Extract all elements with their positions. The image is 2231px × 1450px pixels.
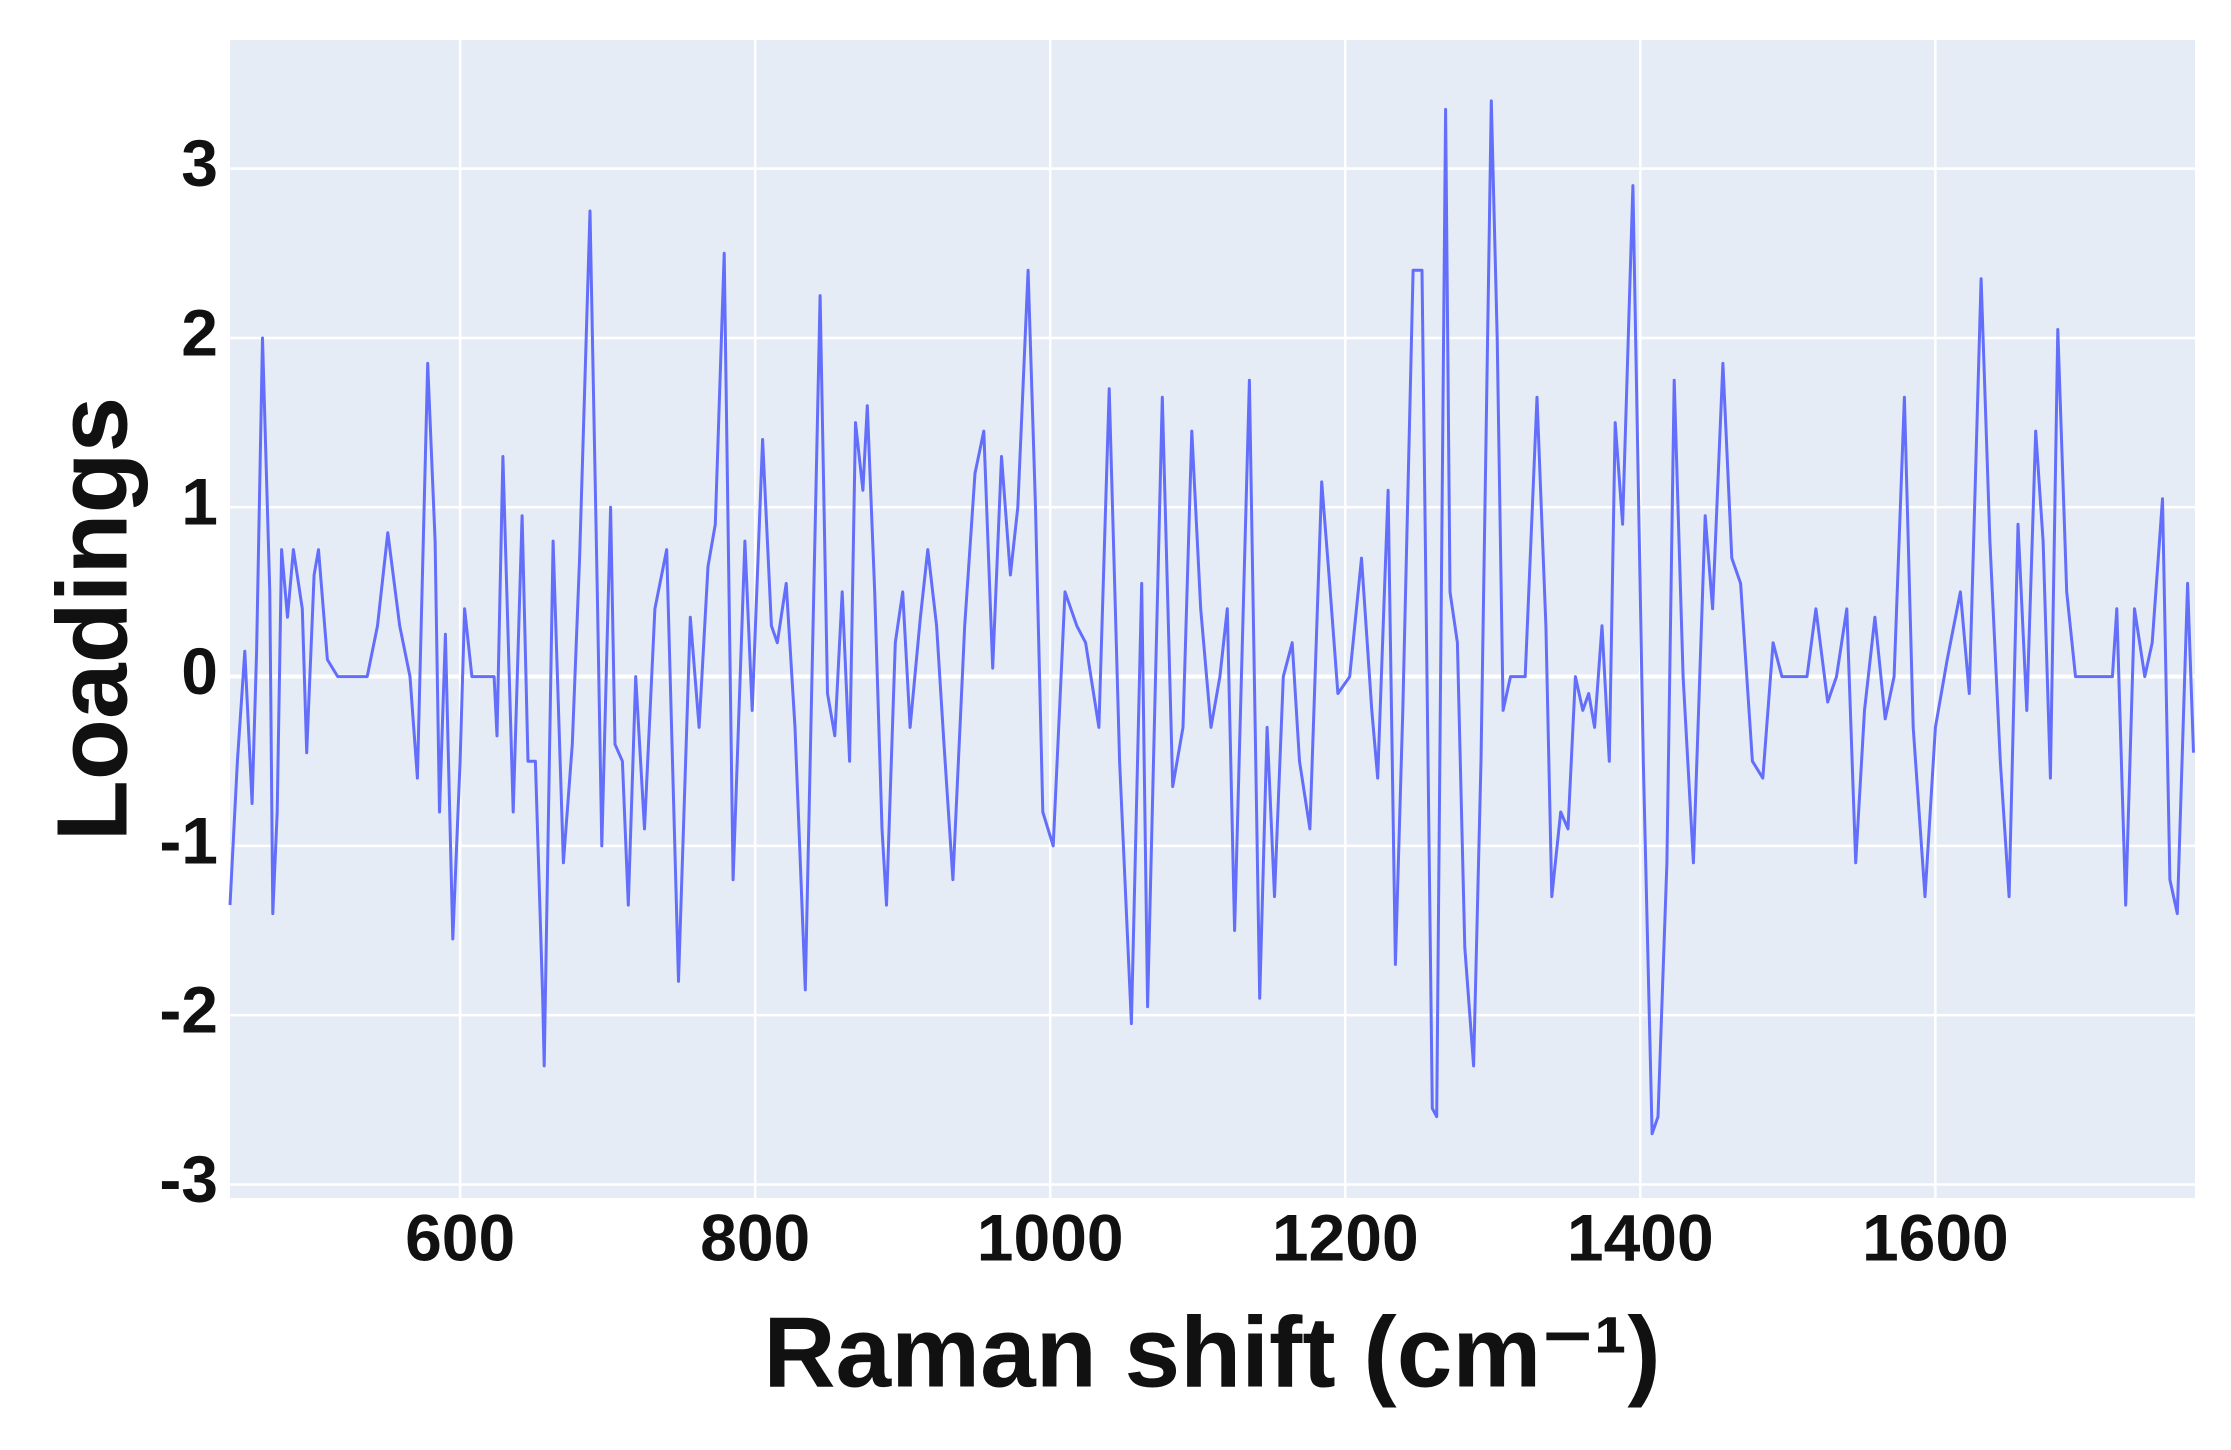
plot-background xyxy=(230,40,2195,1198)
x-axis-title: Raman shift (cm⁻¹) xyxy=(763,1296,1660,1408)
y-tick-label: 0 xyxy=(181,634,218,708)
y-tick-label: -2 xyxy=(159,973,218,1047)
x-tick-label: 1400 xyxy=(1567,1200,1714,1274)
data-line xyxy=(228,99,2195,1136)
x-tick-label: 1200 xyxy=(1272,1200,1419,1274)
y-axis-title: Loadings xyxy=(36,397,148,841)
labels: 600 800 1000 1200 1400 1600 -3 -2 -1 0 1 2 3 xyxy=(159,126,2008,1274)
y-tick-label: 1 xyxy=(181,465,218,539)
lines xyxy=(228,99,2195,1136)
y-tick-label: 3 xyxy=(181,126,218,200)
x-tick-label: 1000 xyxy=(977,1200,1124,1274)
y-tick-label: 2 xyxy=(181,295,218,369)
x-tick-label: 800 xyxy=(700,1200,810,1274)
x-tick-label: 1600 xyxy=(1862,1200,2009,1274)
y-tick-label: -3 xyxy=(159,1142,218,1216)
x-tick-label: 600 xyxy=(405,1200,515,1274)
y-tick-label: -1 xyxy=(159,803,218,877)
